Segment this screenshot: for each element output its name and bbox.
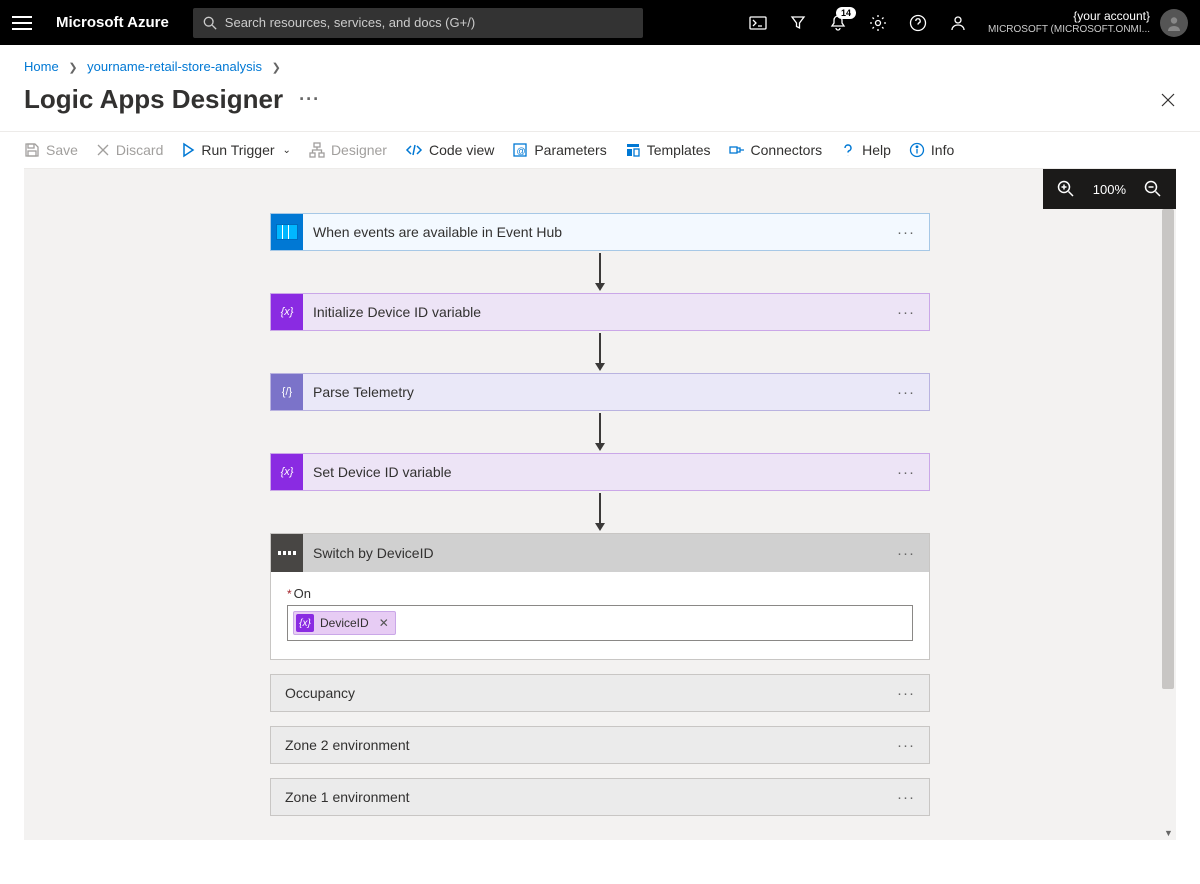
- templates-button[interactable]: Templates: [625, 142, 711, 158]
- discard-button: Discard: [96, 142, 163, 158]
- zoom-toolbar: 100%: [1043, 169, 1176, 209]
- flow-arrow: [270, 253, 930, 291]
- chevron-right-icon: ❯: [68, 62, 77, 74]
- designer-button: Designer: [309, 142, 387, 158]
- variable-icon: {x}: [271, 294, 303, 330]
- chip-label: DeviceID: [320, 616, 369, 630]
- azure-top-header: Microsoft Azure 14 {your account} MICROS…: [0, 0, 1200, 45]
- switch-icon: [271, 534, 303, 572]
- zoom-level: 100%: [1093, 182, 1126, 197]
- step-label: Initialize Device ID variable: [303, 304, 883, 320]
- card-menu-icon[interactable]: ···: [883, 737, 929, 754]
- case-label: Occupancy: [271, 685, 883, 701]
- parse-json-card[interactable]: {/} Parse Telemetry ···: [270, 373, 930, 411]
- card-menu-icon[interactable]: ···: [883, 464, 929, 481]
- account-name: {your account}: [988, 9, 1150, 23]
- vertical-scrollbar[interactable]: ▼: [1160, 209, 1176, 840]
- card-menu-icon[interactable]: ···: [883, 545, 929, 562]
- switch-body: *On {x} DeviceID ✕: [271, 572, 929, 659]
- page-title-row: Logic Apps Designer ···: [0, 80, 1200, 131]
- info-button[interactable]: Info: [909, 142, 954, 158]
- designer-canvas[interactable]: 100% ▼ When events are available in Even…: [24, 168, 1176, 840]
- search-input[interactable]: [225, 15, 633, 30]
- on-label: On: [294, 586, 311, 601]
- card-menu-icon[interactable]: ···: [883, 685, 929, 702]
- scrollbar-thumb[interactable]: [1162, 209, 1174, 689]
- parameters-button[interactable]: @ Parameters: [512, 142, 606, 158]
- brand-label: Microsoft Azure: [56, 14, 169, 31]
- account-org: MICROSOFT (MICROSOFT.ONMI...: [988, 24, 1150, 36]
- avatar[interactable]: [1160, 9, 1188, 37]
- zoom-out-icon[interactable]: [1144, 180, 1162, 198]
- designer-toolbar: Save Discard Run Trigger ⌄ Designer Code…: [0, 131, 1200, 168]
- page-more-icon[interactable]: ···: [299, 89, 320, 110]
- page-title: Logic Apps Designer: [24, 84, 283, 115]
- switch-title: Switch by DeviceID: [303, 545, 883, 561]
- trigger-label: When events are available in Event Hub: [303, 224, 883, 240]
- global-search[interactable]: [193, 8, 643, 38]
- feedback-icon[interactable]: [948, 13, 968, 33]
- breadcrumb-home[interactable]: Home: [24, 59, 59, 74]
- init-variable-card[interactable]: {x} Initialize Device ID variable ···: [270, 293, 930, 331]
- run-trigger-button[interactable]: Run Trigger ⌄: [181, 142, 291, 158]
- breadcrumb-resource[interactable]: yourname-retail-store-analysis: [87, 59, 262, 74]
- card-menu-icon[interactable]: ···: [883, 789, 929, 806]
- search-icon: [203, 16, 217, 30]
- scroll-down-icon[interactable]: ▼: [1164, 828, 1173, 838]
- on-expression-input[interactable]: {x} DeviceID ✕: [287, 605, 913, 641]
- case-card[interactable]: Zone 2 environment ···: [270, 726, 930, 764]
- step-label: Set Device ID variable: [303, 464, 883, 480]
- variable-icon: {x}: [271, 454, 303, 490]
- notifications-icon[interactable]: 14: [828, 13, 848, 33]
- flow-arrow: [270, 493, 930, 531]
- save-button: Save: [24, 142, 78, 158]
- chevron-right-icon: ❯: [272, 62, 281, 74]
- settings-gear-icon[interactable]: [868, 13, 888, 33]
- notification-badge: 14: [836, 7, 856, 19]
- event-hub-icon: [271, 214, 303, 250]
- card-menu-icon[interactable]: ···: [883, 384, 929, 401]
- step-label: Parse Telemetry: [303, 384, 883, 400]
- case-label: Zone 2 environment: [271, 737, 883, 753]
- directory-filter-icon[interactable]: [788, 13, 808, 33]
- case-card[interactable]: Zone 1 environment ···: [270, 778, 930, 816]
- set-variable-card[interactable]: {x} Set Device ID variable ···: [270, 453, 930, 491]
- hamburger-menu-icon[interactable]: [12, 16, 32, 30]
- account-info[interactable]: {your account} MICROSOFT (MICROSOFT.ONMI…: [988, 9, 1150, 35]
- parse-icon: {/}: [271, 374, 303, 410]
- close-icon[interactable]: [1160, 92, 1176, 108]
- chevron-down-icon: ⌄: [283, 145, 291, 156]
- expression-chip[interactable]: {x} DeviceID ✕: [293, 611, 396, 635]
- connectors-button[interactable]: Connectors: [729, 142, 823, 158]
- card-menu-icon[interactable]: ···: [883, 224, 929, 241]
- required-marker: *: [287, 587, 292, 601]
- code-view-button[interactable]: Code view: [405, 142, 494, 158]
- breadcrumb: Home ❯ yourname-retail-store-analysis ❯: [0, 45, 1200, 80]
- cloud-shell-icon[interactable]: [748, 13, 768, 33]
- svg-text:@: @: [517, 146, 526, 156]
- remove-chip-icon[interactable]: ✕: [379, 616, 389, 630]
- switch-header[interactable]: Switch by DeviceID ···: [271, 534, 929, 572]
- switch-card[interactable]: Switch by DeviceID ··· *On {x} DeviceID …: [270, 533, 930, 660]
- workflow-flow: When events are available in Event Hub ·…: [270, 213, 930, 816]
- trigger-card[interactable]: When events are available in Event Hub ·…: [270, 213, 930, 251]
- card-menu-icon[interactable]: ···: [883, 304, 929, 321]
- help-button[interactable]: Help: [840, 142, 891, 158]
- variable-icon: {x}: [296, 614, 314, 632]
- flow-arrow: [270, 413, 930, 451]
- case-label: Zone 1 environment: [271, 789, 883, 805]
- flow-arrow: [270, 333, 930, 371]
- case-card[interactable]: Occupancy ···: [270, 674, 930, 712]
- help-icon[interactable]: [908, 13, 928, 33]
- zoom-in-icon[interactable]: [1057, 180, 1075, 198]
